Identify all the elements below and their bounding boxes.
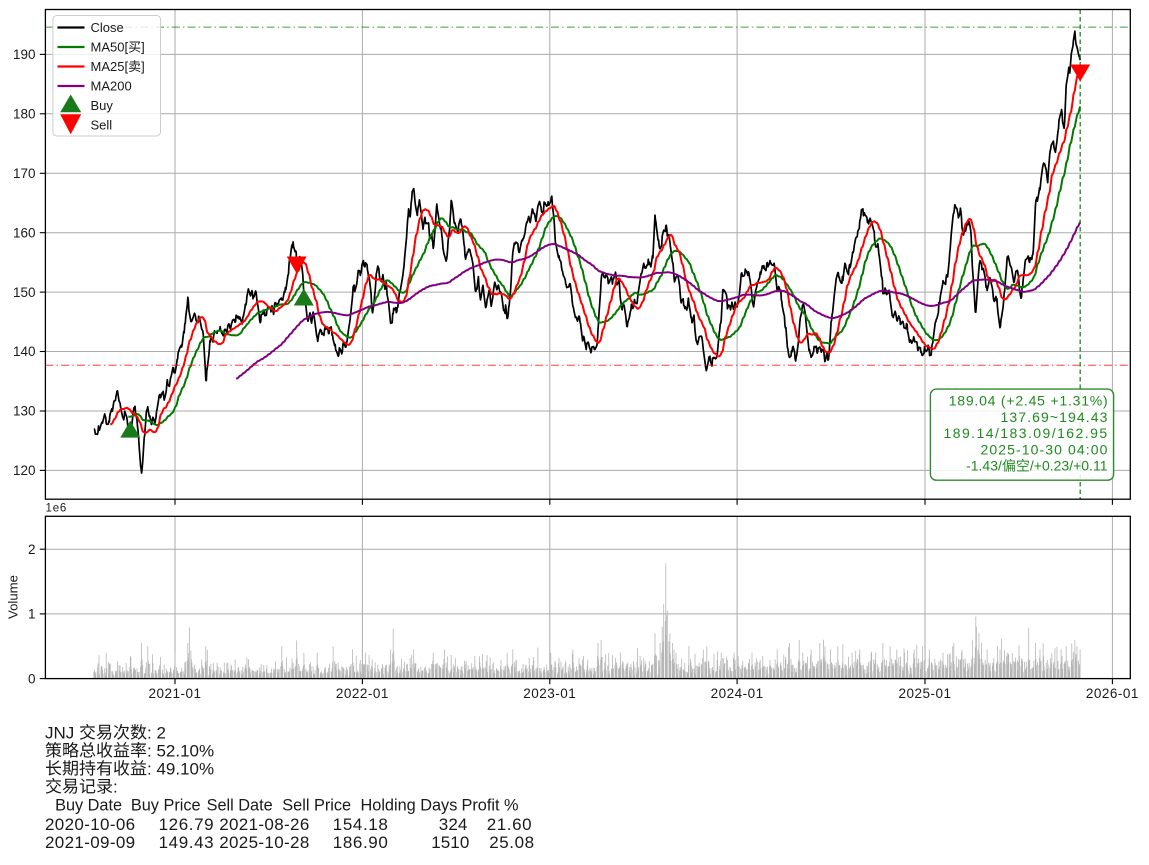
svg-text:]: ] [141, 59, 145, 74]
svg-text:2021-09-09: 2021-09-09 [45, 833, 135, 852]
svg-text:2020-10-06: 2020-10-06 [45, 815, 135, 834]
svg-text:2026-01: 2026-01 [1086, 686, 1139, 701]
svg-text:Sell: Sell [91, 118, 113, 133]
svg-text:126.79: 126.79 [159, 815, 215, 834]
svg-text:JNJ: JNJ [45, 723, 74, 742]
svg-text:MA50[: MA50[ [91, 40, 129, 55]
svg-text:]: ] [141, 40, 145, 55]
svg-text:189.14/183.09/162.95: 189.14/183.09/162.95 [944, 425, 1109, 441]
svg-text:190: 190 [13, 47, 36, 62]
svg-text:Close: Close [91, 20, 124, 35]
svg-text:1: 1 [28, 607, 36, 622]
svg-text:120: 120 [13, 463, 36, 478]
svg-text:2025-10-28: 2025-10-28 [219, 833, 309, 852]
svg-text:324: 324 [439, 815, 468, 834]
svg-text:Holding Days: Holding Days [361, 796, 458, 814]
svg-text:0: 0 [28, 671, 36, 686]
svg-text:2025-01: 2025-01 [898, 686, 951, 701]
svg-text:Buy Price: Buy Price [131, 796, 201, 814]
svg-text:MA25[: MA25[ [91, 59, 129, 74]
svg-text:137.69~194.43: 137.69~194.43 [1001, 409, 1109, 425]
svg-text:: 2: : 2 [147, 723, 166, 742]
svg-text:2022-01: 2022-01 [336, 686, 389, 701]
svg-text:1510: 1510 [431, 833, 469, 852]
svg-text:2: 2 [28, 542, 36, 557]
svg-text:149.43: 149.43 [159, 833, 215, 852]
svg-text:140: 140 [13, 344, 36, 359]
svg-text:/+0.23/+0.11: /+0.23/+0.11 [1030, 458, 1108, 474]
svg-text:2023-01: 2023-01 [523, 686, 576, 701]
svg-text:154.18: 154.18 [333, 815, 389, 834]
svg-text:2021-01: 2021-01 [148, 686, 201, 701]
svg-text:189.04 (+2.45 +1.31%): 189.04 (+2.45 +1.31%) [949, 393, 1109, 409]
svg-text:Buy Date: Buy Date [55, 796, 122, 814]
svg-text:Buy: Buy [91, 98, 114, 113]
svg-text:150: 150 [13, 285, 36, 300]
svg-text:1e6: 1e6 [46, 503, 68, 515]
svg-text:2021-08-26: 2021-08-26 [219, 815, 309, 834]
svg-text:Profit %: Profit % [462, 796, 519, 814]
svg-text:Volume: Volume [6, 575, 21, 619]
svg-text:Sell Price: Sell Price [282, 796, 351, 814]
svg-text:170: 170 [13, 166, 36, 181]
svg-text:: 52.10%: : 52.10% [147, 741, 214, 760]
svg-text:MA200: MA200 [91, 79, 132, 94]
svg-text:21.60: 21.60 [487, 815, 533, 834]
svg-text:-1.43/: -1.43/ [966, 458, 1002, 474]
svg-text:180: 180 [13, 107, 36, 122]
svg-text:186.90: 186.90 [333, 833, 389, 852]
svg-text:2025-10-30 04:00: 2025-10-30 04:00 [981, 441, 1109, 457]
svg-text:160: 160 [13, 225, 36, 240]
svg-text:25.08: 25.08 [489, 833, 535, 852]
svg-text:Sell Date: Sell Date [207, 796, 273, 814]
svg-text:2024-01: 2024-01 [711, 686, 764, 701]
svg-text::: : [113, 777, 118, 796]
svg-text:130: 130 [13, 404, 36, 419]
svg-text:: 49.10%: : 49.10% [147, 759, 214, 778]
